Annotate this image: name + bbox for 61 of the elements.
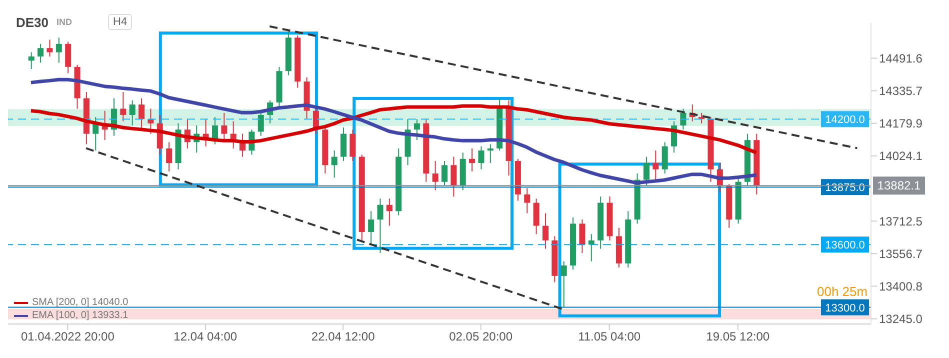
candlestick [38,43,44,64]
candlestick [652,150,659,182]
candlestick [432,160,438,191]
candlestick [442,160,448,187]
candlestick [560,260,567,308]
candlestick [221,112,228,141]
ref-line-label: 13600.0 [825,240,865,252]
candlestick [377,198,384,254]
candlestick [368,210,374,246]
candlestick [28,52,34,70]
annotation: H4 [108,14,132,30]
x-tick-label: 02.05 20:00 [449,330,513,344]
candlestick [258,110,264,136]
candlestick [56,37,62,64]
y-tick-label: 14024.1 [879,149,923,164]
candlestick [331,150,338,178]
candlestick [542,212,548,250]
line-series [29,78,758,185]
ref-line-label: 14200.0 [825,114,865,126]
ref-line-label: 13882.1 [877,178,922,193]
y-tick-label: 14335.7 [879,84,923,98]
x-tick-label: 22.04 12:00 [311,330,376,344]
chart-title: DE30 [16,14,49,30]
annotation: 00h 25m [817,284,868,299]
candlestick [579,218,586,254]
y-tick-label: 13556.7 [879,246,923,261]
ref-line-label: 13875.0 [825,182,865,194]
candlestick [65,41,72,74]
candlestick [662,142,668,174]
candlestick [46,39,53,57]
x-tick-label: 01.04.2022 20:00 [20,330,115,344]
candlestick [524,188,530,214]
candlestick [469,148,476,172]
candlestick [478,146,484,170]
candlestick [533,198,540,235]
y-tick-label: 13245.0 [879,312,923,326]
candlestick [680,108,686,130]
x-tick-label: 19.05 12:00 [706,330,770,344]
ref-line-label: 13300.0 [825,302,865,314]
candlestick [120,91,126,122]
candlestick [386,198,392,226]
candlestick [138,98,145,128]
candlestick [643,156,650,187]
y-tick-label: 14179.9 [879,116,923,131]
x-tick-label: 11.05 04:00 [578,330,641,344]
legend-label: EMA [100, 0] 13933.1 [32,310,128,321]
candlestick [450,156,457,197]
line-series [29,104,758,154]
legend-label: SMA [200, 0] 14040.0 [32,297,128,308]
y-tick-label: 13712.5 [879,214,923,228]
candlestick [414,118,420,141]
candlestick [340,127,347,162]
y-tick-label: 13400.8 [879,279,923,294]
candlestick [148,108,154,134]
candlestick [487,144,494,164]
candlestick [129,100,136,126]
x-tick-label: 12.04 04:00 [174,330,238,344]
candlestick [350,129,356,162]
candlestick [166,142,172,172]
chart-subtitle: IND [56,17,72,27]
y-tick-label: 14491.6 [879,51,923,66]
